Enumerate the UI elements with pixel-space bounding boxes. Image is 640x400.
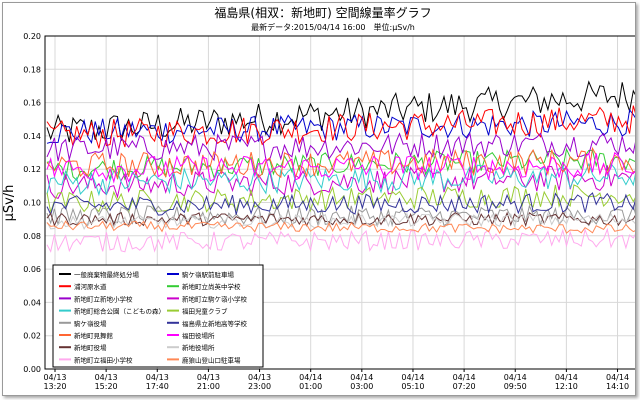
- x-tick-label-time: 17:40: [146, 382, 169, 391]
- legend-label: 福島県立新地高等学校: [182, 319, 248, 328]
- series-line: [46, 162, 638, 197]
- x-tick-label-time: 21:00: [197, 382, 220, 391]
- series-line: [46, 147, 638, 182]
- x-tick-label-time: 07:20: [453, 382, 476, 391]
- legend-label: 新地町立尚英中学校: [182, 282, 241, 291]
- series-line: [46, 146, 638, 180]
- legend-label: 新地町立新地小学校: [74, 294, 133, 303]
- x-tick-label-time: 03:00: [350, 382, 373, 391]
- x-tick-label-date: 04/13: [197, 373, 220, 382]
- y-tick-label: 0.00: [23, 365, 41, 374]
- legend-label: 新地町役場: [74, 343, 107, 352]
- x-tick-label-date: 04/13: [248, 373, 271, 382]
- legend-label: 駒ケ嶺役場: [74, 319, 107, 328]
- x-tick-label-date: 04/14: [606, 373, 629, 382]
- series-line: [46, 165, 638, 200]
- y-tick-labels: 0.00 0.02 0.04 0.06 0.08 0.10 0.12 0.14 0.16 0.18…: [23, 32, 41, 374]
- y-tick-label: 0.06: [23, 265, 41, 274]
- series-line: [46, 227, 638, 253]
- x-tick-label-date: 04/13: [43, 373, 66, 382]
- series-line: [46, 220, 638, 235]
- series-lines: [46, 80, 638, 253]
- line-chart: 福島県(相双：新地町) 空間線量率グラフ 最新データ:2015/04/14 16…: [2, 5, 640, 391]
- y-tick-label: 0.16: [23, 99, 41, 108]
- x-tick-label-date: 04/14: [453, 373, 476, 382]
- series-line: [46, 192, 638, 216]
- series-line: [46, 184, 638, 214]
- series-line: [46, 105, 638, 149]
- legend-label: 新地役場所: [182, 343, 215, 352]
- legend-label: 福田児童クラブ: [182, 307, 228, 316]
- x-tick-label-date: 04/14: [555, 373, 578, 382]
- x-tick-label-date: 04/14: [299, 373, 322, 382]
- series-line: [46, 212, 638, 231]
- series-line: [46, 108, 638, 144]
- chart-subtitle: 最新データ:2015/04/14 16:00 単位:μSv/h: [251, 22, 415, 32]
- y-tick-label: 0.02: [23, 332, 41, 341]
- x-tick-label-time: 05:10: [401, 382, 424, 391]
- series-line: [46, 151, 638, 184]
- legend-label: 新地町立福田小学校: [74, 355, 133, 364]
- y-tick-label: 0.04: [23, 298, 41, 307]
- x-tick-label-time: 15:20: [95, 382, 118, 391]
- series-line: [46, 211, 638, 228]
- y-tick-label: 0.18: [23, 65, 41, 74]
- y-axis-label: μSv/h: [3, 185, 17, 222]
- x-tick-label-time: 12:10: [555, 382, 578, 391]
- legend-label: 鹿狼山登山口駐車場: [182, 355, 241, 364]
- x-tick-label-date: 04/13: [146, 373, 169, 382]
- series-line: [46, 132, 638, 162]
- x-tick-label-time: 13:20: [43, 382, 66, 391]
- legend-label: 新地町総合公園（こどもの森）: [74, 307, 165, 316]
- x-tick-label-date: 04/14: [401, 373, 424, 382]
- x-tick-labels: 04/1313:2004/1315:2004/1317:4004/1321:00…: [43, 373, 629, 391]
- x-tick-label-date: 04/13: [95, 373, 118, 382]
- y-tick-label: 0.10: [23, 199, 41, 208]
- legend-label: 一般廃棄物最終処分場: [74, 270, 140, 279]
- y-tick-label: 0.14: [23, 132, 41, 141]
- legend-label: 新地町立駒ケ嶺小学校: [182, 294, 248, 303]
- legend-box: [52, 264, 264, 368]
- legend-label: 駒ケ嶺駅前駐車場: [182, 270, 235, 279]
- chart-title: 福島県(相双：新地町) 空間線量率グラフ: [214, 5, 431, 20]
- x-tick-label-time: 14:10: [606, 382, 629, 391]
- y-tick-label: 0.20: [23, 32, 41, 41]
- x-tick-label-time: 09:50: [504, 382, 527, 391]
- x-tick-label-time: 23:00: [248, 382, 271, 391]
- legend-label: 新地町見舞館: [74, 331, 114, 340]
- y-tick-label: 0.12: [23, 165, 41, 174]
- x-tick-label-date: 04/14: [504, 373, 527, 382]
- legend-label: 浦河原水道: [74, 282, 107, 291]
- y-tick-label: 0.08: [23, 232, 41, 241]
- x-tick-label-date: 04/14: [350, 373, 373, 382]
- x-tick-label-time: 01:00: [299, 382, 322, 391]
- legend-label: 福田役場所: [182, 331, 215, 340]
